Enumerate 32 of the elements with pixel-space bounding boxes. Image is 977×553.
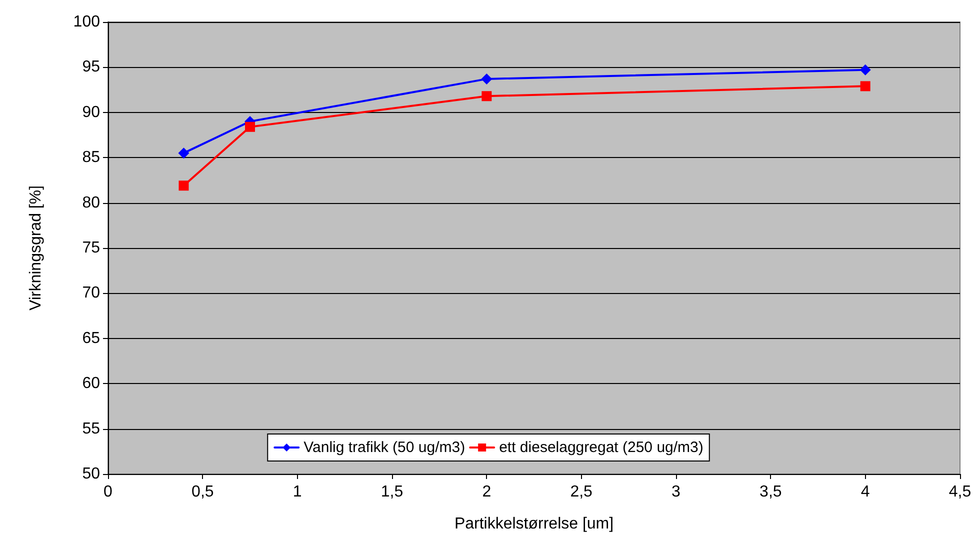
x-tick-label: 4,5 <box>948 484 972 500</box>
y-tick-label: 70 <box>82 284 100 302</box>
point <box>482 91 492 102</box>
point <box>481 73 492 84</box>
y-tick-label: 100 <box>73 14 100 30</box>
x-tick-label: 2 <box>482 484 492 500</box>
legend-label: ett dieselaggregat (250 ug/m3) <box>499 439 704 456</box>
x-tick-label: 1,5 <box>380 484 404 500</box>
x-tick-label: 3,5 <box>760 484 782 500</box>
y-axis-title: Virkningsgrad [%] <box>28 185 44 311</box>
y-tick-label: 90 <box>82 104 100 121</box>
x-axis-title: Partikkelstørrelse [um] <box>454 516 614 532</box>
legend-label: Vanlig trafikk (50 ug/m3) <box>304 439 466 456</box>
y-tick-label: 65 <box>82 330 100 347</box>
x-tick-label: 0 <box>104 484 113 500</box>
point <box>860 81 870 92</box>
x-tick-label: 4 <box>860 484 870 500</box>
point <box>860 64 871 76</box>
y-tick-label: 55 <box>82 420 100 438</box>
point <box>178 180 189 191</box>
x-tick-label: 1 <box>292 484 302 500</box>
y-tick-label: 80 <box>82 194 100 212</box>
point <box>178 148 190 159</box>
y-tick-label: 75 <box>82 240 100 256</box>
y-tick-label: 50 <box>82 466 100 482</box>
x-tick-label: 3 <box>672 484 681 500</box>
y-tick-label: 85 <box>82 149 100 166</box>
point <box>245 122 255 132</box>
y-tick-label: 95 <box>82 58 100 76</box>
x-tick-label: 0,5 <box>192 484 214 500</box>
x-tick-label: 2,5 <box>570 484 593 500</box>
y-tick-label: 60 <box>82 375 100 392</box>
